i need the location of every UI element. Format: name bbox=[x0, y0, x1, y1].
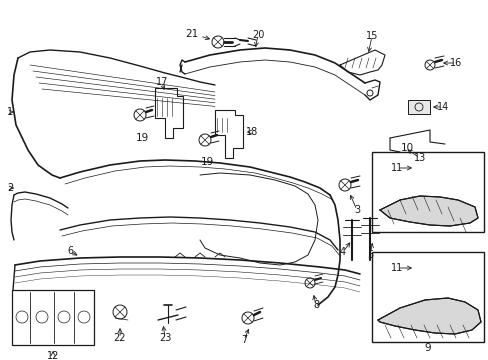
Polygon shape bbox=[377, 298, 480, 334]
Text: 11: 11 bbox=[390, 163, 402, 173]
Text: 6: 6 bbox=[67, 246, 73, 256]
Text: 22: 22 bbox=[114, 333, 126, 343]
Text: 19: 19 bbox=[135, 133, 148, 143]
Text: 4: 4 bbox=[339, 247, 346, 257]
Text: 14: 14 bbox=[436, 102, 448, 112]
Text: 2: 2 bbox=[7, 183, 13, 193]
Polygon shape bbox=[379, 196, 477, 226]
Text: 18: 18 bbox=[245, 127, 258, 137]
Text: 7: 7 bbox=[241, 335, 246, 345]
Bar bbox=[371, 252, 483, 342]
Text: 5: 5 bbox=[366, 250, 372, 260]
Text: 12: 12 bbox=[47, 351, 59, 360]
Text: 9: 9 bbox=[424, 343, 430, 353]
Text: 23: 23 bbox=[159, 333, 171, 343]
Text: 13: 13 bbox=[413, 153, 425, 163]
Text: 19: 19 bbox=[200, 157, 213, 167]
Bar bbox=[371, 152, 483, 232]
Text: 17: 17 bbox=[156, 77, 168, 87]
Text: 21: 21 bbox=[185, 29, 198, 39]
Text: 20: 20 bbox=[251, 30, 264, 40]
Bar bbox=[12, 290, 94, 345]
Text: 16: 16 bbox=[449, 58, 461, 68]
Text: 1: 1 bbox=[7, 107, 13, 117]
Text: 3: 3 bbox=[353, 205, 359, 215]
Bar bbox=[407, 100, 429, 114]
Text: 15: 15 bbox=[365, 31, 377, 41]
Text: 10: 10 bbox=[400, 143, 413, 153]
Text: 11: 11 bbox=[390, 263, 402, 273]
Text: 8: 8 bbox=[312, 300, 318, 310]
